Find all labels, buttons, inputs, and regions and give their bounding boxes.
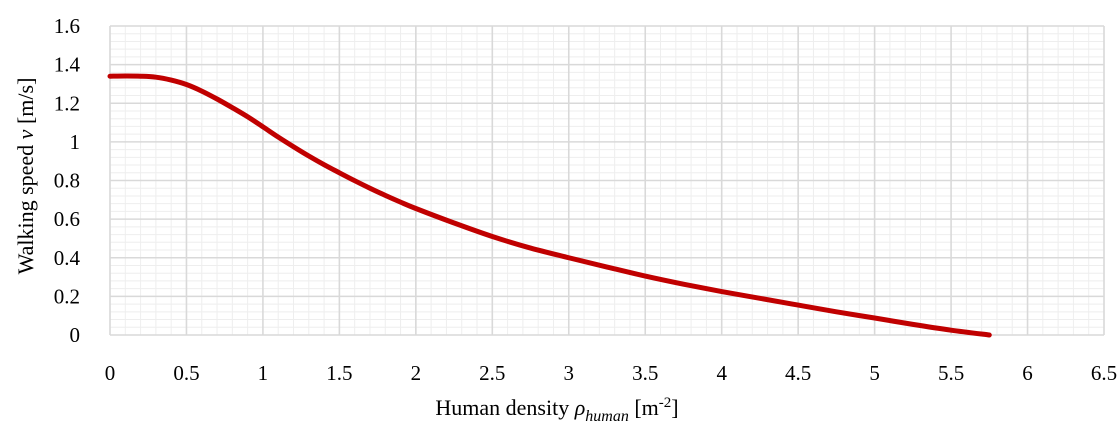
x-axis-title-unit-close: ] bbox=[671, 395, 678, 420]
x-tick-label: 1 bbox=[258, 361, 269, 385]
x-axis-title-unit-sup: -2 bbox=[659, 395, 672, 411]
x-tick-label: 6.5 bbox=[1091, 361, 1117, 385]
x-axis-title-prefix: Human density bbox=[435, 395, 574, 420]
x-tick-label: 1.5 bbox=[326, 361, 352, 385]
y-tick-labels: 0 0.2 0.4 0.6 0.8 1 1.2 1.4 1.6 bbox=[54, 14, 81, 347]
x-tick-label: 2.5 bbox=[479, 361, 505, 385]
y-tick-label: 0.8 bbox=[54, 169, 80, 193]
y-tick-label: 1.2 bbox=[54, 91, 80, 115]
series-layer bbox=[107, 73, 992, 338]
y-tick-label: 1 bbox=[70, 130, 81, 154]
y-tick-label: 0 bbox=[70, 323, 81, 347]
y-axis-title-symbol: v bbox=[13, 129, 38, 139]
x-tick-label: 0 bbox=[105, 361, 116, 385]
x-tick-label: 5 bbox=[869, 361, 880, 385]
x-tick-label: 2 bbox=[411, 361, 422, 385]
y-axis-title-prefix: Walking speed bbox=[13, 139, 38, 274]
y-tick-label: 0.6 bbox=[54, 207, 80, 231]
x-tick-label: 6 bbox=[1022, 361, 1033, 385]
x-tick-label: 3.5 bbox=[632, 361, 658, 385]
y-tick-label: 1.4 bbox=[54, 53, 81, 77]
x-tick-labels: 0 0.5 1 1.5 2 2.5 3 3.5 4 4.5 5 5.5 6 6.5 bbox=[105, 361, 1117, 385]
y-tick-label: 1.6 bbox=[54, 14, 80, 38]
x-axis-title-unit-open: [m bbox=[629, 395, 659, 420]
y-axis-title: Walking speed v [m/s] bbox=[13, 78, 38, 275]
y-tick-label: 0.4 bbox=[54, 246, 81, 270]
x-tick-label: 5.5 bbox=[938, 361, 964, 385]
x-axis-title-symbol: ρ bbox=[574, 395, 586, 420]
series-line-0 bbox=[107, 73, 992, 338]
x-axis-title: Human density ρhuman [m-2] bbox=[435, 395, 678, 425]
y-tick-label: 0.2 bbox=[54, 284, 80, 308]
x-tick-label: 4.5 bbox=[785, 361, 811, 385]
y-axis-title-unit: [m/s] bbox=[13, 78, 38, 130]
x-tick-label: 4 bbox=[716, 361, 727, 385]
x-tick-label: 0.5 bbox=[173, 361, 199, 385]
x-tick-label: 3 bbox=[564, 361, 575, 385]
x-axis-title-subscript: human bbox=[585, 408, 629, 425]
